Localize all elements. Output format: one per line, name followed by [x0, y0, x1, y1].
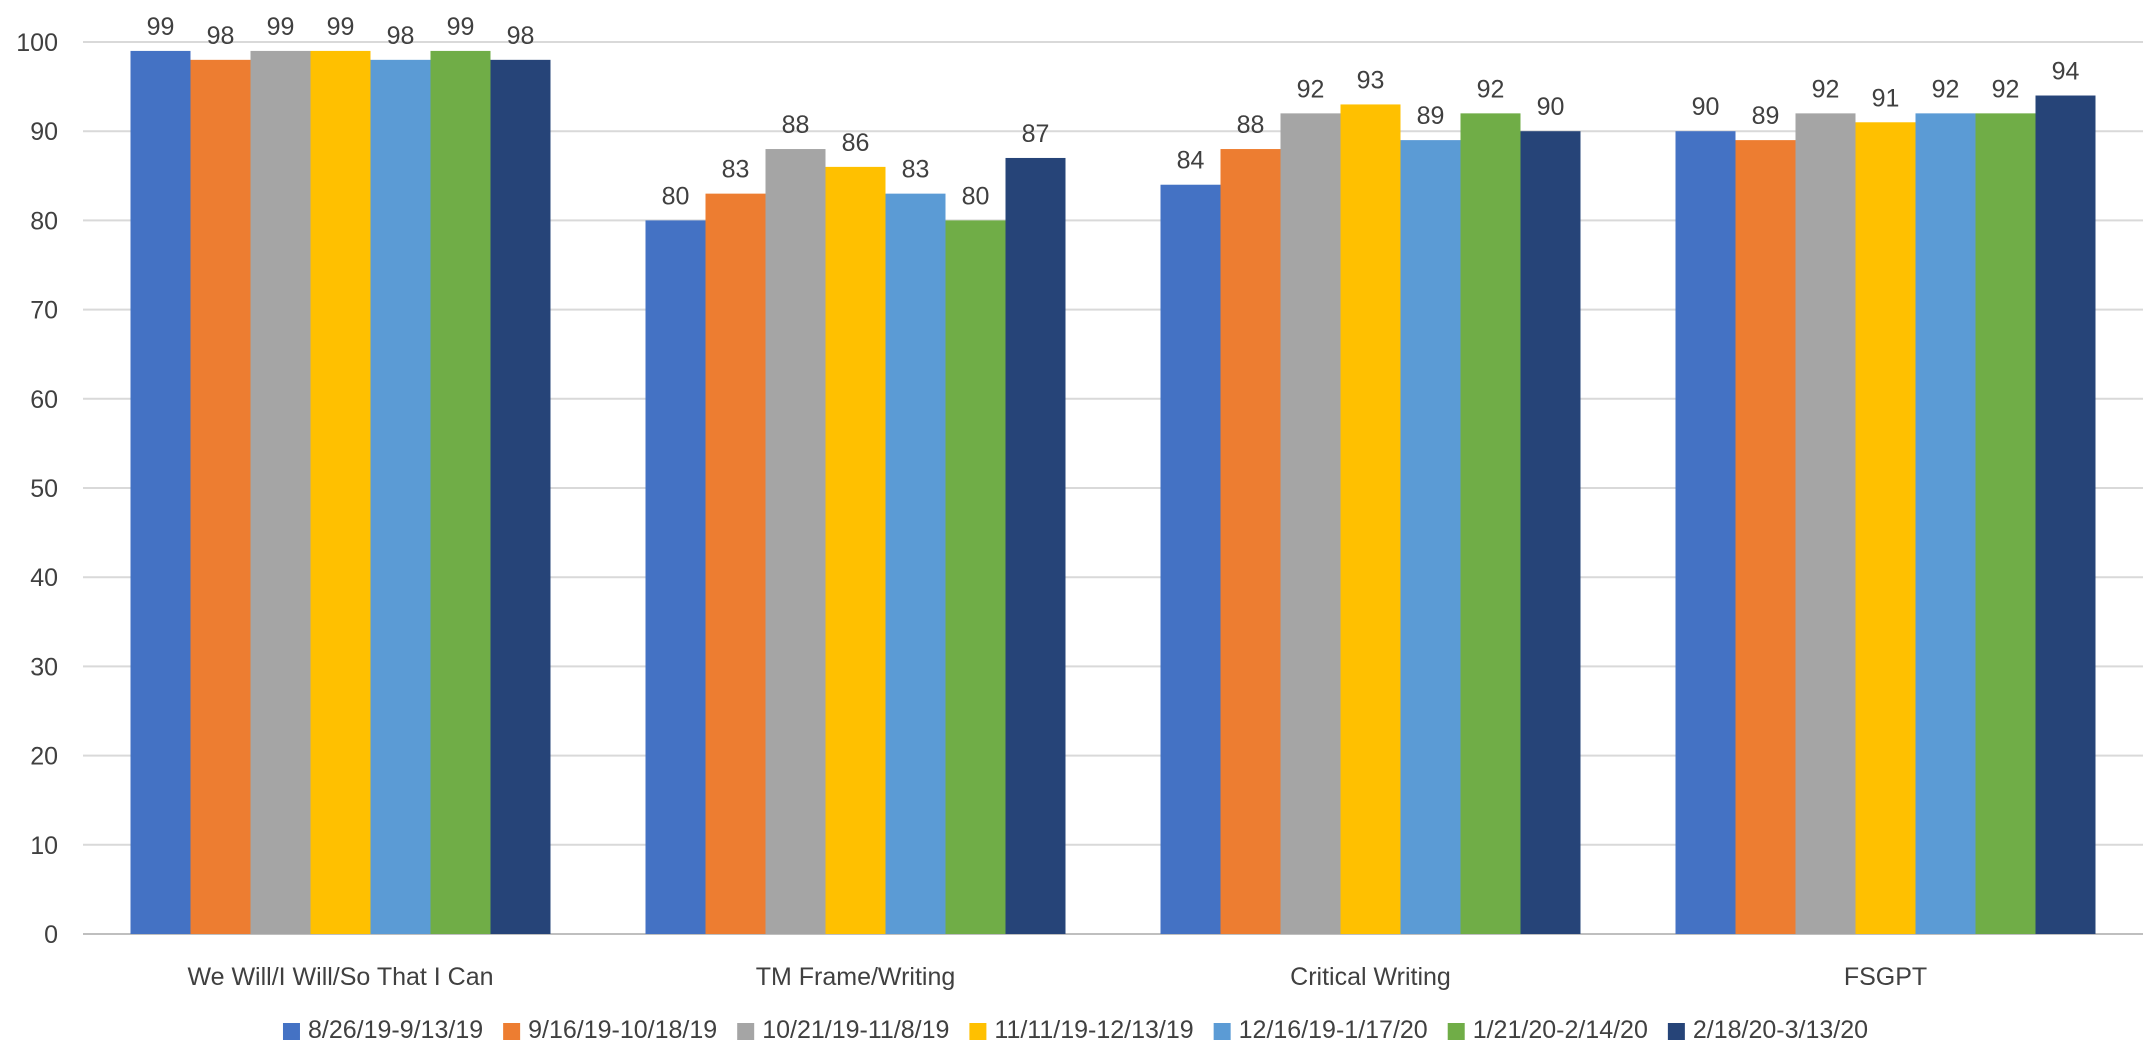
- data-label: 92: [1812, 75, 1840, 103]
- legend-label: 11/11/19-12/13/19: [994, 1016, 1193, 1044]
- legend-label: 2/18/20-3/13/20: [1693, 1016, 1868, 1044]
- bar: [1735, 140, 1796, 934]
- bar: [1220, 149, 1281, 935]
- data-label: 83: [902, 156, 930, 184]
- legend-swatch: [1213, 1023, 1231, 1040]
- bar: [430, 50, 491, 935]
- data-label: 99: [147, 13, 175, 41]
- bar: [1675, 131, 1736, 934]
- bar: [190, 59, 251, 934]
- category-label: We Will/I Will/So That I Can: [187, 963, 493, 991]
- legend-item: 9/16/19-10/18/19: [503, 1016, 717, 1044]
- x-axis: We Will/I Will/So That I Can TM Frame/Wri…: [187, 963, 1927, 991]
- legend-item: 8/26/19-9/13/19: [282, 1016, 483, 1044]
- y-tick-label: 100: [16, 29, 58, 57]
- data-label: 86: [842, 129, 870, 157]
- legend-swatch: [503, 1023, 521, 1040]
- legend-swatch: [969, 1023, 987, 1040]
- bar: [945, 220, 1006, 934]
- data-label: 99: [267, 13, 295, 41]
- bar: [1005, 157, 1066, 934]
- legend-label: 9/16/19-10/18/19: [528, 1016, 717, 1044]
- bar: [490, 59, 551, 934]
- bar: [1340, 104, 1401, 934]
- legend-label: 12/16/19-1/17/20: [1239, 1016, 1428, 1044]
- y-tick-label: 90: [30, 118, 58, 146]
- bar: [1460, 113, 1521, 935]
- bar: [1520, 131, 1581, 934]
- bar: [1280, 113, 1341, 935]
- data-label: 90: [1537, 93, 1565, 121]
- bar: [1160, 184, 1221, 935]
- bar: [1975, 113, 2036, 935]
- bar: [1400, 140, 1461, 934]
- data-label: 84: [1177, 147, 1205, 175]
- data-label: 92: [1932, 75, 1960, 103]
- data-label: 80: [662, 182, 690, 210]
- data-label: 94: [2052, 58, 2080, 86]
- legend-label: 8/26/19-9/13/19: [308, 1016, 483, 1044]
- data-label: 98: [507, 22, 535, 50]
- data-label: 93: [1357, 66, 1385, 94]
- data-label: 89: [1417, 102, 1445, 130]
- data-label: 80: [962, 182, 990, 210]
- bar: [645, 220, 706, 934]
- bar: [370, 59, 431, 934]
- bar: [765, 149, 826, 935]
- y-tick-label: 0: [44, 921, 58, 949]
- legend-item: 2/18/20-3/13/20: [1667, 1016, 1868, 1044]
- category-label: TM Frame/Writing: [756, 963, 956, 991]
- data-label: 92: [1992, 75, 2020, 103]
- data-label: 92: [1477, 75, 1505, 103]
- legend-label: 1/21/20-2/14/20: [1473, 1016, 1648, 1044]
- legend-label: 10/21/19-11/8/19: [762, 1016, 949, 1044]
- category-label: Critical Writing: [1290, 963, 1451, 991]
- legend-item: 12/16/19-1/17/20: [1213, 1016, 1428, 1044]
- y-tick-label: 40: [30, 564, 58, 592]
- legend-swatch: [737, 1023, 755, 1040]
- data-label: 99: [327, 13, 355, 41]
- bar: [825, 166, 886, 934]
- y-tick-label: 60: [30, 386, 58, 414]
- data-label: 98: [387, 22, 415, 50]
- legend-swatch: [1667, 1023, 1685, 1040]
- data-label: 99: [447, 13, 475, 41]
- y-tick-label: 30: [30, 653, 58, 681]
- legend-item: 10/21/19-11/8/19: [737, 1016, 949, 1044]
- data-label: 98: [207, 22, 235, 50]
- data-label: 91: [1872, 84, 1900, 112]
- y-tick-label: 80: [30, 207, 58, 235]
- bars: [130, 50, 2096, 935]
- data-label: 88: [782, 111, 810, 139]
- data-label: 92: [1297, 75, 1325, 103]
- data-label: 90: [1692, 93, 1720, 121]
- bar: [1915, 113, 1976, 935]
- y-axis: 0 10 20 30 40 50 60 70 80 90 100: [16, 29, 58, 949]
- legend-item: 11/11/19-12/13/19: [969, 1016, 1194, 1044]
- legend-swatch: [1447, 1023, 1465, 1040]
- bar: [885, 193, 946, 934]
- data-labels: 99 98 99 99 98 99 98 80 83 88 86 83 80 87 84 88 92 93 89 92…: [147, 13, 2080, 210]
- data-label: 89: [1752, 102, 1780, 130]
- bar: [2035, 95, 2096, 934]
- y-tick-label: 50: [30, 475, 58, 503]
- bar: [1855, 122, 1916, 934]
- legend-item: 1/21/20-2/14/20: [1447, 1016, 1648, 1044]
- bar: [1795, 113, 1856, 935]
- data-label: 87: [1022, 120, 1050, 148]
- y-tick-label: 70: [30, 297, 58, 325]
- y-tick-label: 10: [30, 832, 58, 860]
- legend: 8/26/19-9/13/19 9/16/19-10/18/19 10/21/19-…: [282, 1016, 1868, 1044]
- bar: [310, 50, 371, 935]
- bar: [250, 50, 311, 935]
- data-label: 88: [1237, 111, 1265, 139]
- y-tick-label: 20: [30, 743, 58, 771]
- legend-swatch: [282, 1023, 300, 1040]
- data-label: 83: [722, 156, 750, 184]
- category-label: FSGPT: [1844, 963, 1927, 991]
- bar: [705, 193, 766, 934]
- bar: [130, 50, 191, 935]
